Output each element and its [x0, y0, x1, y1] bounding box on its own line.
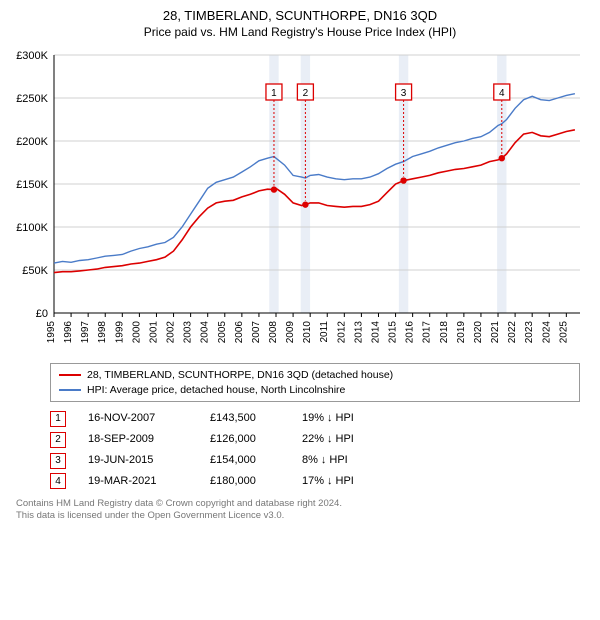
svg-text:2003: 2003 [183, 321, 194, 344]
event-date: 19-MAR-2021 [88, 471, 188, 492]
svg-text:2008: 2008 [268, 321, 279, 344]
event-price: £154,000 [210, 450, 280, 471]
svg-text:2018: 2018 [439, 321, 450, 344]
line-chart-svg: £0 £50K £100K £150K £200K £250K £300K 1995 1996 1… [8, 47, 592, 357]
svg-text:2: 2 [303, 88, 309, 99]
svg-text:2015: 2015 [388, 321, 399, 344]
svg-text:2022: 2022 [507, 321, 518, 344]
svg-text:£50K: £50K [22, 265, 48, 277]
chart-subtitle: Price paid vs. HM Land Registry's House … [8, 25, 592, 39]
event-marker-box: 1 [50, 411, 66, 427]
svg-text:£300K: £300K [16, 50, 48, 62]
arrow-down-icon: ↓ [327, 429, 333, 450]
svg-text:2024: 2024 [541, 321, 552, 344]
chart-legend: 28, TIMBERLAND, SCUNTHORPE, DN16 3QD (de… [50, 363, 580, 402]
svg-text:2020: 2020 [473, 321, 484, 344]
svg-text:2017: 2017 [422, 321, 433, 344]
event-price: £143,500 [210, 408, 280, 429]
svg-text:2021: 2021 [490, 321, 501, 344]
svg-text:£100K: £100K [16, 222, 48, 234]
chart-area: £0 £50K £100K £150K £200K £250K £300K 1995 1996 1… [8, 47, 592, 357]
event-row: 2 18-SEP-2009 £126,000 22%↓HPI [50, 429, 580, 450]
svg-text:2025: 2025 [558, 321, 569, 344]
event-delta-suffix: HPI [336, 429, 354, 450]
event-row: 1 16-NOV-2007 £143,500 19%↓HPI [50, 408, 580, 429]
legend-label: HPI: Average price, detached house, Nort… [87, 383, 345, 398]
legend-row: HPI: Average price, detached house, Nort… [59, 383, 571, 398]
event-price: £180,000 [210, 471, 280, 492]
chart-title: 28, TIMBERLAND, SCUNTHORPE, DN16 3QD [8, 8, 592, 23]
event-delta-suffix: HPI [329, 450, 347, 471]
svg-text:2001: 2001 [148, 321, 159, 344]
event-delta: 17%↓HPI [302, 471, 354, 492]
event-delta: 8%↓HPI [302, 450, 348, 471]
event-delta-pct: 22% [302, 429, 324, 450]
event-marker-box: 2 [50, 432, 66, 448]
svg-text:2004: 2004 [200, 321, 211, 344]
legend-swatch [59, 389, 81, 391]
svg-text:£0: £0 [36, 308, 48, 320]
svg-text:1998: 1998 [97, 321, 108, 344]
arrow-down-icon: ↓ [327, 408, 333, 429]
event-price: £126,000 [210, 429, 280, 450]
svg-text:1996: 1996 [63, 321, 74, 344]
svg-text:£200K: £200K [16, 136, 48, 148]
svg-text:1997: 1997 [80, 321, 91, 344]
footer-line-1: Contains HM Land Registry data © Crown c… [16, 498, 584, 510]
svg-text:2005: 2005 [217, 321, 228, 344]
svg-text:2014: 2014 [370, 321, 381, 344]
svg-text:3: 3 [401, 88, 407, 99]
event-delta-suffix: HPI [336, 408, 354, 429]
svg-text:£150K: £150K [16, 179, 48, 191]
svg-text:2012: 2012 [336, 321, 347, 344]
event-date: 19-JUN-2015 [88, 450, 188, 471]
event-delta: 19%↓HPI [302, 408, 354, 429]
svg-text:2006: 2006 [234, 321, 245, 344]
events-table: 116-NOV-2007£143,50019%↓HPI218-SEP-2009£… [50, 408, 580, 492]
svg-text:4: 4 [499, 88, 505, 99]
svg-text:1: 1 [271, 88, 277, 99]
svg-text:1999: 1999 [114, 321, 125, 344]
svg-text:£250K: £250K [16, 93, 48, 105]
svg-text:2011: 2011 [319, 321, 330, 343]
svg-text:2013: 2013 [353, 321, 364, 344]
arrow-down-icon: ↓ [321, 450, 327, 471]
event-date: 16-NOV-2007 [88, 408, 188, 429]
svg-text:2009: 2009 [285, 321, 296, 344]
event-row: 3 19-JUN-2015 £154,000 8%↓HPI [50, 450, 580, 471]
svg-text:2016: 2016 [405, 321, 416, 344]
svg-text:2023: 2023 [524, 321, 535, 344]
arrow-down-icon: ↓ [327, 471, 333, 492]
svg-text:2007: 2007 [251, 321, 262, 344]
event-marker-box: 3 [50, 453, 66, 469]
event-delta-pct: 8% [302, 450, 318, 471]
svg-text:2010: 2010 [302, 321, 313, 344]
svg-text:2002: 2002 [166, 321, 177, 344]
footer-line-2: This data is licensed under the Open Gov… [16, 510, 584, 522]
event-delta-suffix: HPI [336, 471, 354, 492]
event-delta-pct: 17% [302, 471, 324, 492]
legend-row: 28, TIMBERLAND, SCUNTHORPE, DN16 3QD (de… [59, 368, 571, 383]
event-delta-pct: 19% [302, 408, 324, 429]
event-marker-box: 4 [50, 473, 66, 489]
svg-text:2000: 2000 [131, 321, 142, 344]
event-delta: 22%↓HPI [302, 429, 354, 450]
svg-text:2019: 2019 [456, 321, 467, 344]
event-date: 18-SEP-2009 [88, 429, 188, 450]
legend-label: 28, TIMBERLAND, SCUNTHORPE, DN16 3QD (de… [87, 368, 393, 383]
legend-swatch [59, 374, 81, 376]
event-row: 4 19-MAR-2021 £180,000 17%↓HPI [50, 471, 580, 492]
svg-text:1995: 1995 [46, 321, 57, 344]
footer-attribution: Contains HM Land Registry data © Crown c… [16, 498, 584, 523]
